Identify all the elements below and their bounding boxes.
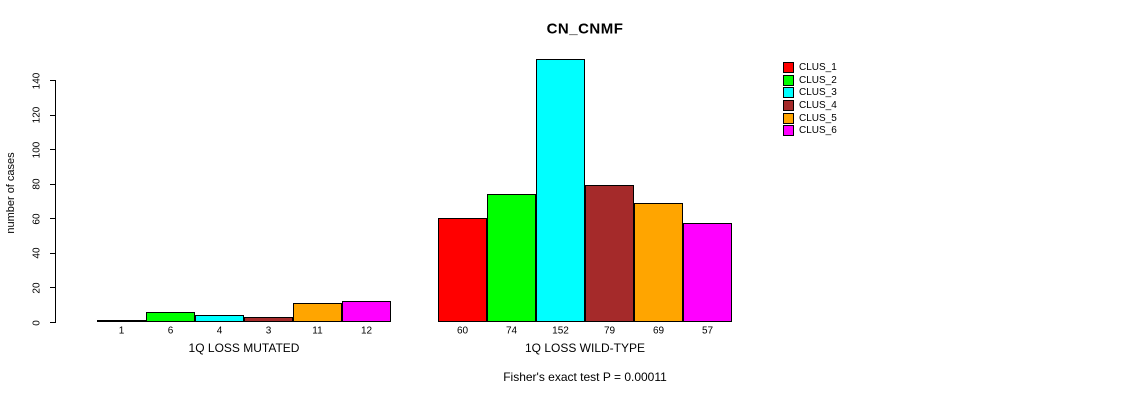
bar-clus_2-group1 — [146, 311, 195, 322]
y-axis-tick-label: 20 — [31, 282, 43, 294]
legend-swatch — [783, 100, 794, 112]
legend-swatch — [783, 125, 794, 137]
legend-swatch — [783, 74, 794, 86]
legend-item-label: CLUS_6 — [799, 125, 837, 137]
group-label: 1Q LOSS MUTATED — [188, 341, 300, 355]
bar-value-label: 69 — [652, 325, 665, 337]
bar-clus_3-group1 — [195, 315, 244, 322]
bar-clus_6-group1 — [342, 301, 391, 322]
legend-item-label: CLUS_3 — [799, 87, 837, 99]
y-axis-tick-label: 40 — [31, 247, 43, 259]
bar-clus_1-group2 — [438, 218, 487, 322]
bar-value-label: 60 — [456, 325, 469, 337]
y-axis-tick-label: 120 — [31, 106, 43, 124]
y-axis-tick — [50, 114, 55, 116]
bar-clus_4-group1 — [244, 316, 293, 322]
legend-item-label: CLUS_4 — [799, 100, 837, 112]
bar-clus_5-group1 — [293, 302, 342, 322]
bar-clus_3-group2 — [536, 59, 585, 322]
bar-value-label: 57 — [701, 325, 714, 337]
bar-clus_2-group2 — [487, 194, 536, 322]
y-axis-tick — [50, 287, 55, 289]
y-axis-tick — [50, 80, 55, 81]
y-axis-label: number of cases — [5, 152, 17, 234]
legend-item: CLUS_5 — [783, 112, 837, 124]
bar-value-label: 74 — [505, 325, 518, 337]
legend-item-label: CLUS_2 — [799, 74, 837, 86]
bar-value-label: 3 — [265, 325, 272, 337]
legend-item-label: CLUS_1 — [799, 62, 837, 73]
y-axis-tick-label: 100 — [31, 141, 43, 158]
legend-item: CLUS_3 — [783, 87, 837, 99]
bar-value-label: 11 — [312, 325, 323, 337]
legend-swatch — [783, 112, 794, 124]
y-axis-tick-label: 60 — [31, 213, 43, 225]
legend-swatch — [783, 62, 794, 73]
y-axis-tick — [50, 218, 55, 220]
legend: CLUS_1 CLUS_2 CLUS_3 CLUS_4 CLUS_5 CLUS_6 — [783, 62, 837, 138]
group-label: 1Q LOSS WILD-TYPE — [524, 341, 646, 355]
bar-clus_6-group2 — [683, 223, 732, 322]
legend-item: CLUS_6 — [783, 125, 837, 137]
y-axis-tick — [50, 183, 55, 185]
y-axis-tick — [50, 149, 55, 151]
y-axis-tick — [50, 252, 55, 254]
bar-clus_1-group1 — [97, 320, 146, 323]
bar-clus_5-group2 — [634, 202, 683, 322]
legend-item: CLUS_4 — [783, 100, 837, 112]
y-axis-tick-label: 140 — [31, 72, 43, 89]
chart-title: CN_CNMF — [546, 20, 624, 38]
bar-value-label: 1 — [118, 325, 125, 337]
bar-value-label: 6 — [167, 325, 174, 337]
legend-item-label: CLUS_5 — [799, 112, 837, 124]
y-axis-tick-label: 80 — [31, 178, 43, 190]
fisher-test-annotation: Fisher's exact test P = 0.00011 — [503, 370, 667, 384]
legend-item: CLUS_1 — [783, 62, 837, 73]
bar-value-label: 4 — [216, 325, 223, 337]
bar-value-label: 12 — [360, 325, 373, 337]
bar-value-label: 152 — [552, 325, 569, 337]
legend-swatch — [783, 87, 794, 99]
bar-value-label: 79 — [603, 325, 616, 337]
y-axis-tick — [50, 322, 55, 323]
y-axis-tick-label: 0 — [31, 319, 43, 326]
bar-clus_4-group2 — [585, 185, 634, 322]
legend-item: CLUS_2 — [783, 74, 837, 86]
y-axis-line — [55, 80, 56, 323]
